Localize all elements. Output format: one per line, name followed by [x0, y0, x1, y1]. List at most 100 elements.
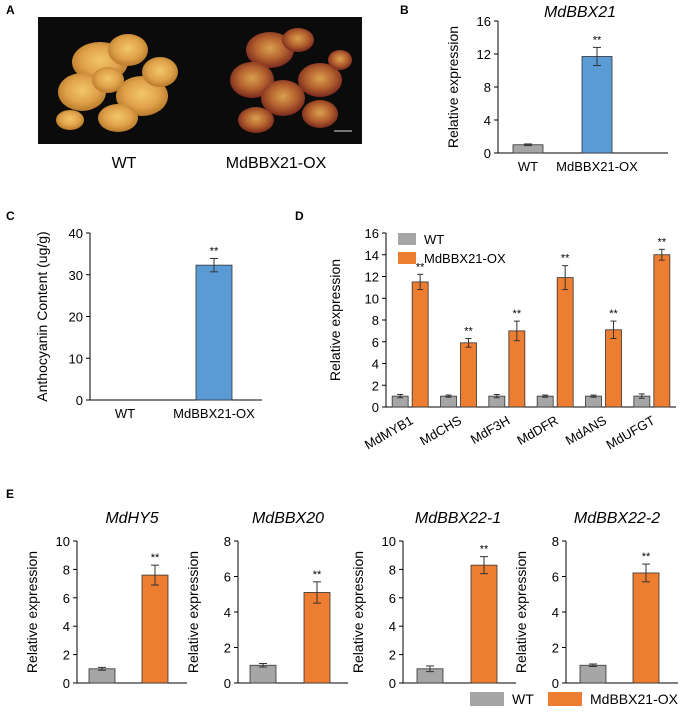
y-tick-label: 12 [365, 270, 379, 285]
legend-swatch-wt [398, 233, 416, 245]
chart-e-mdhy5: 0 2 4 6 8 10 Relative expression MdHY5 ** [24, 510, 187, 691]
y-tick-label: 2 [552, 641, 559, 656]
panel-label-c: C [6, 209, 15, 223]
bar-mddfr-wt [536, 395, 554, 408]
significance-mark: ** [642, 551, 651, 563]
significance-mark: ** [593, 34, 602, 46]
bar-ox [141, 574, 169, 684]
y-axis-label: Relative expression [327, 259, 343, 381]
significance-mark: ** [313, 569, 322, 581]
y-tick-label: 0 [552, 676, 559, 691]
y-tick-label: 2 [63, 648, 70, 663]
chart-title: MdHY5 [105, 510, 158, 527]
chart-d: 0 2 4 6 8 10 12 14 16 Relative expression ** MdMYB1… [327, 226, 676, 452]
bar-mdans-ox [605, 329, 622, 408]
y-tick-label: 8 [552, 534, 559, 549]
legend-swatch-ox [398, 252, 416, 264]
bar-ox [581, 56, 613, 154]
y-tick-label: 4 [484, 113, 491, 128]
panel-label-d: D [295, 209, 304, 223]
y-tick-label: 0 [63, 676, 70, 691]
y-tick-label: 0 [76, 393, 83, 408]
significance-mark: ** [609, 308, 618, 320]
chart-title: MdBBX22-2 [574, 510, 660, 527]
y-tick-label: 4 [389, 619, 396, 634]
panel-label-e: E [6, 487, 14, 501]
significance-mark: ** [464, 325, 473, 337]
y-tick-label: 10 [56, 534, 70, 549]
legend-e-wt-label: WT [512, 691, 534, 707]
y-axis-label: Anthocyanin Content (ug/g) [34, 231, 50, 401]
y-tick-label: 10 [382, 534, 396, 549]
y-tick-label: 12 [477, 47, 491, 62]
y-tick-label: 0 [389, 676, 396, 691]
y-tick-label: 4 [372, 357, 379, 372]
bar-mdchs-wt [440, 395, 457, 408]
y-tick-label: 14 [365, 248, 379, 263]
y-tick-label: 6 [389, 591, 396, 606]
x-tick-label: MdMYB1 [362, 413, 416, 453]
x-tick-label: MdDFR [514, 413, 560, 448]
significance-mark: ** [210, 245, 219, 257]
y-tick-label: 0 [484, 146, 491, 161]
x-tick-label: MdANS [563, 412, 610, 448]
bar-mddfr-ox [556, 277, 574, 408]
chart-c: 0 10 20 30 40 Anthocyanin Content (ug/g) WT ** M… [34, 226, 262, 421]
y-axis-label: Relative expression [350, 551, 366, 673]
y-tick-label: 8 [484, 80, 491, 95]
chart-e-mdbbx22-1: 0 2 4 6 8 10 Relative expression MdBBX22-1 ** [350, 510, 516, 691]
y-tick-label: 16 [477, 14, 491, 29]
x-tick-label: WT [518, 159, 538, 174]
chart-e-mdbbx20: 0 2 4 6 8 Relative expression MdBBX20 ** [185, 510, 348, 691]
bar-ox [632, 572, 660, 684]
y-tick-label: 6 [552, 570, 559, 585]
y-tick-label: 4 [552, 605, 559, 620]
y-tick-label: 30 [69, 268, 83, 283]
y-tick-label: 8 [389, 562, 396, 577]
bar-ox [195, 264, 233, 401]
y-tick-label: 40 [69, 226, 83, 241]
y-tick-label: 2 [224, 641, 231, 656]
significance-mark: ** [151, 552, 160, 564]
legend-label-wt: WT [424, 232, 444, 247]
legend-label-ox: MdBBX21-OX [424, 251, 506, 266]
x-tick-label: MdCHS [417, 412, 464, 448]
legend-e: WT MdBBX21-OX [470, 691, 679, 707]
panel-label-a: A [6, 3, 15, 17]
chart-title: MdBBX22-1 [415, 510, 501, 527]
y-tick-label: 6 [372, 335, 379, 350]
bar-wt [579, 664, 607, 684]
chart-title: MdBBX21 [544, 4, 616, 21]
photo-caption-ox: MdBBX21-OX [226, 155, 327, 172]
significance-mark: ** [416, 261, 425, 273]
y-tick-label: 0 [224, 676, 231, 691]
y-tick-label: 8 [372, 313, 379, 328]
significance-mark: ** [561, 253, 570, 265]
bar-mdchs-ox [460, 342, 477, 408]
significance-mark: ** [513, 308, 522, 320]
chart-title: MdBBX20 [252, 510, 324, 527]
y-tick-label: 2 [389, 648, 396, 663]
y-tick-label: 4 [224, 605, 231, 620]
bar-mdf3h-ox [508, 330, 526, 408]
y-axis-label: Relative expression [185, 551, 201, 673]
chart-e-mdbbx22-2: 0 2 4 6 8 Relative expression MdBBX22-2 ** [513, 510, 678, 691]
y-axis-label: Relative expression [513, 551, 529, 673]
x-tick-label: MdUFGT [604, 413, 658, 453]
y-tick-label: 6 [224, 570, 231, 585]
significance-mark: ** [480, 544, 489, 556]
x-tick-label: MdBBX21-OX [173, 406, 255, 421]
bar-ox [303, 592, 331, 684]
bar-wt [88, 668, 116, 684]
y-tick-label: 4 [63, 619, 70, 634]
photo-mdbbx21-ox [202, 17, 362, 144]
y-tick-label: 8 [224, 534, 231, 549]
chart-b: 0 4 8 12 16 Relative expression MdBBX21 WT ** MdB… [445, 4, 668, 174]
y-tick-label: 8 [63, 562, 70, 577]
y-tick-label: 10 [69, 351, 83, 366]
y-tick-label: 6 [63, 591, 70, 606]
bar-mdans-wt [585, 395, 602, 408]
panel-label-b: B [400, 3, 409, 17]
y-tick-label: 20 [69, 310, 83, 325]
